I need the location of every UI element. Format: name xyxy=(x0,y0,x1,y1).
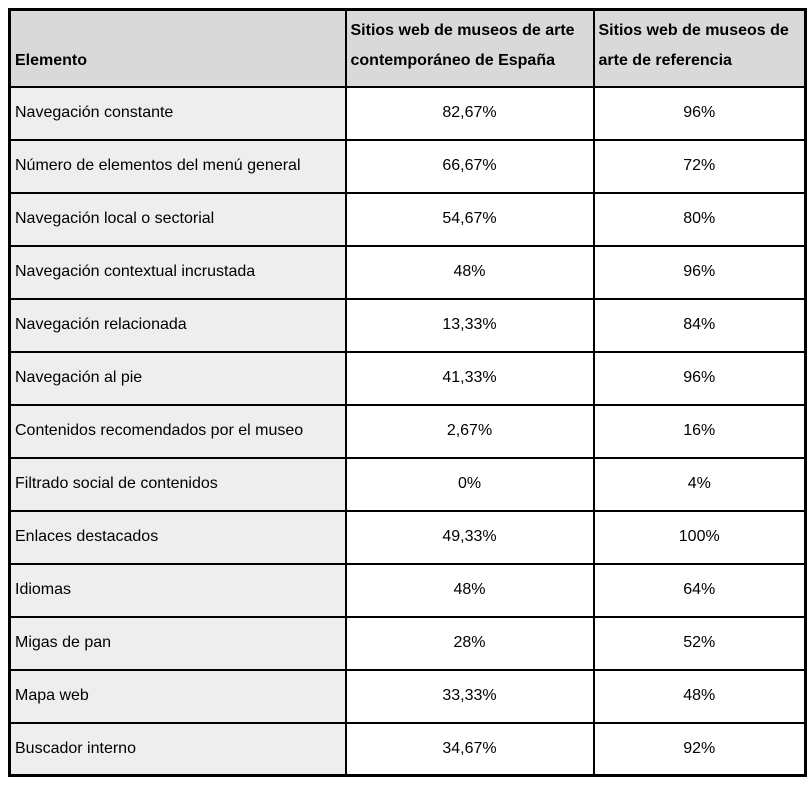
reference-value: 92% xyxy=(592,721,807,777)
table-row: Buscador interno 34,67% 92% xyxy=(8,721,807,777)
table-row: Número de elementos del menú general 66,… xyxy=(8,138,807,194)
spain-value: 48% xyxy=(344,562,595,618)
element-label: Filtrado social de contenidos xyxy=(8,456,347,512)
spain-value: 33,33% xyxy=(344,668,595,724)
table-row: Mapa web 33,33% 48% xyxy=(8,668,807,724)
element-label: Número de elementos del menú general xyxy=(8,138,347,194)
reference-value: 96% xyxy=(592,85,807,141)
table-row: Idiomas 48% 64% xyxy=(8,562,807,618)
spain-value: 54,67% xyxy=(344,191,595,247)
element-label: Buscador interno xyxy=(8,721,347,777)
reference-value: 80% xyxy=(592,191,807,247)
spain-value: 13,33% xyxy=(344,297,595,353)
table-row: Navegación al pie 41,33% 96% xyxy=(8,350,807,406)
element-label: Migas de pan xyxy=(8,615,347,671)
reference-value: 48% xyxy=(592,668,807,724)
table-row: Enlaces destacados 49,33% 100% xyxy=(8,509,807,565)
spain-value: 66,67% xyxy=(344,138,595,194)
element-label: Mapa web xyxy=(8,668,347,724)
reference-value: 100% xyxy=(592,509,807,565)
data-table: Elemento Sitios web de museos de arte co… xyxy=(8,8,807,777)
spain-value: 41,33% xyxy=(344,350,595,406)
reference-value: 96% xyxy=(592,350,807,406)
element-label: Navegación al pie xyxy=(8,350,347,406)
spain-value: 48% xyxy=(344,244,595,300)
element-label: Idiomas xyxy=(8,562,347,618)
spain-value: 49,33% xyxy=(344,509,595,565)
reference-value: 84% xyxy=(592,297,807,353)
table-row: Navegación contextual incrustada 48% 96% xyxy=(8,244,807,300)
table-row: Navegación local o sectorial 54,67% 80% xyxy=(8,191,807,247)
reference-value: 64% xyxy=(592,562,807,618)
element-label: Enlaces destacados xyxy=(8,509,347,565)
element-label: Navegación contextual incrustada xyxy=(8,244,347,300)
table-row: Navegación constante 82,67% 96% xyxy=(8,85,807,141)
element-label: Navegación constante xyxy=(8,85,347,141)
reference-value: 72% xyxy=(592,138,807,194)
reference-value: 52% xyxy=(592,615,807,671)
element-label: Navegación relacionada xyxy=(8,297,347,353)
reference-value: 96% xyxy=(592,244,807,300)
element-label: Navegación local o sectorial xyxy=(8,191,347,247)
spain-value: 34,67% xyxy=(344,721,595,777)
header-row: Elemento Sitios web de museos de arte co… xyxy=(8,8,807,88)
table-row: Navegación relacionada 13,33% 84% xyxy=(8,297,807,353)
table-row: Contenidos recomendados por el museo 2,6… xyxy=(8,403,807,459)
spain-value: 82,67% xyxy=(344,85,595,141)
table-row: Migas de pan 28% 52% xyxy=(8,615,807,671)
spain-value: 28% xyxy=(344,615,595,671)
spain-value: 0% xyxy=(344,456,595,512)
reference-value: 4% xyxy=(592,456,807,512)
header-spain-museums: Sitios web de museos de arte contemporán… xyxy=(344,8,595,88)
header-reference-museums: Sitios web de museos de arte de referenc… xyxy=(592,8,807,88)
header-elemento: Elemento xyxy=(8,8,347,88)
element-label: Contenidos recomendados por el museo xyxy=(8,403,347,459)
reference-value: 16% xyxy=(592,403,807,459)
spain-value: 2,67% xyxy=(344,403,595,459)
table-row: Filtrado social de contenidos 0% 4% xyxy=(8,456,807,512)
